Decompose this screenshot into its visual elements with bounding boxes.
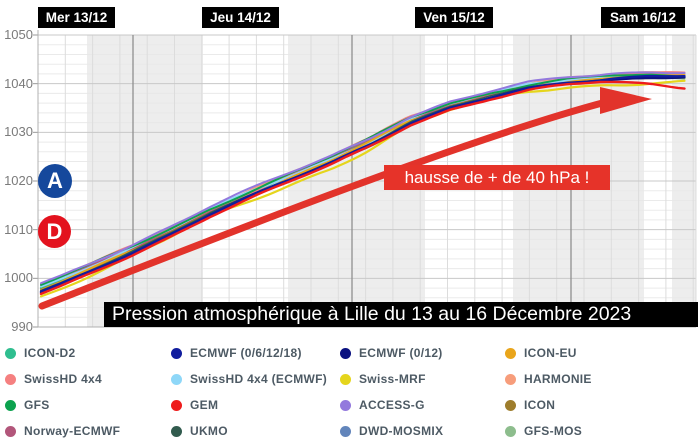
rise-annotation: hausse de + de 40 hPa ! [384, 165, 610, 190]
series-line-ecmwf-0-6-12-18 [39, 74, 686, 293]
legend-item-swisshd-4x4-ecmwf: SwissHD 4x4 (ECMWF) [171, 366, 327, 392]
legend-item-icon-d2: ICON-D2 [5, 340, 75, 366]
legend-item-gem: GEM [171, 392, 218, 418]
legend-item-label: UKMO [190, 424, 228, 438]
legend-color-dot [340, 399, 351, 411]
legend-item-label: SwissHD 4x4 [24, 372, 103, 386]
y-axis-tick-label: 1050 [4, 27, 33, 42]
legend-item-swiss-mrf: Swiss-MRF [340, 366, 426, 392]
anticyclone-badge: A [38, 164, 72, 198]
legend-color-dot [505, 399, 516, 411]
legend-color-dot [340, 373, 351, 385]
legend-item-label: Swiss-MRF [359, 372, 426, 386]
legend-item-icon: ICON [505, 392, 555, 418]
legend-item-swisshd-4x4: SwissHD 4x4 [5, 366, 102, 392]
legend-item-ecmwf-0-6-12-18: ECMWF (0/6/12/18) [171, 340, 302, 366]
legend-item-label: GEM [190, 398, 219, 412]
legend-color-dot [171, 425, 182, 437]
series-line-gem [39, 80, 686, 296]
legend-item-label: GFS-MOS [524, 424, 583, 438]
legend-color-dot [340, 347, 351, 359]
day-label-sam-16-12: Sam 16/12 [601, 7, 685, 28]
y-axis-tick-label: 1020 [4, 173, 33, 188]
legend-color-dot [5, 425, 16, 437]
legend-color-dot [505, 347, 516, 359]
legend-color-dot [5, 399, 16, 411]
legend-color-dot [5, 373, 16, 385]
legend-item-harmonie: HARMONIE [505, 366, 592, 392]
legend-item-ecmwf-0-12: ECMWF (0/12) [340, 340, 443, 366]
legend-item-label: SwissHD 4x4 (ECMWF) [190, 372, 328, 386]
y-axis-tick-label: 1010 [4, 221, 33, 237]
y-axis-tick-label: 1000 [4, 270, 33, 286]
legend-item-gfs: GFS [5, 392, 50, 418]
y-axis-tick-label: 1030 [4, 124, 33, 140]
trend-arrow [38, 98, 610, 310]
trend-arrow-head [600, 87, 652, 114]
legend-color-dot [505, 373, 516, 385]
day-label-jeu-14-12: Jeu 14/12 [202, 7, 279, 28]
day-label-mer-13-12: Mer 13/12 [38, 7, 115, 28]
day-label-ven-15-12: Ven 15/12 [415, 7, 493, 28]
legend-item-access-g: ACCESS-G [340, 392, 425, 418]
legend-item-label: ECMWF (0/12) [359, 346, 443, 360]
legend-item-label: ICON-EU [524, 346, 577, 360]
legend-item-label: GFS [24, 398, 50, 412]
depression-badge: D [38, 215, 71, 248]
series-line-access-g [40, 71, 686, 285]
legend-item-label: DWD-MOSMIX [359, 424, 444, 438]
legend-item-label: ECMWF (0/6/12/18) [190, 346, 302, 360]
chart-legend: ICON-D2 ECMWF (0/6/12/18) ECMWF (0/12) ICON… [0, 339, 700, 443]
legend-item-label: Norway-ECMWF [24, 424, 121, 438]
legend-item-gfs-mos: GFS-MOS [505, 418, 582, 443]
legend-item-icon-eu: ICON-EU [505, 340, 577, 366]
legend-color-dot [171, 347, 182, 359]
legend-color-dot [505, 425, 516, 437]
legend-color-dot [340, 425, 351, 437]
chart-title-banner: Pression atmosphérique à Lille du 13 au … [104, 302, 698, 327]
legend-item-label: ACCESS-G [359, 398, 425, 412]
legend-item-label: ICON-D2 [24, 346, 76, 360]
legend-item-label: HARMONIE [524, 372, 592, 386]
legend-item-norway-ecmwf: Norway-ECMWF [5, 418, 120, 443]
legend-item-ukmo: UKMO [171, 418, 228, 443]
y-axis-tick-label: 1040 [4, 75, 33, 91]
y-axis-tick-label: 990 [11, 319, 33, 334]
legend-item-dwd-mosmix: DWD-MOSMIX [340, 418, 443, 443]
legend-item-label: ICON [524, 398, 556, 412]
legend-color-dot [171, 373, 182, 385]
legend-color-dot [5, 347, 16, 359]
legend-color-dot [171, 399, 182, 411]
